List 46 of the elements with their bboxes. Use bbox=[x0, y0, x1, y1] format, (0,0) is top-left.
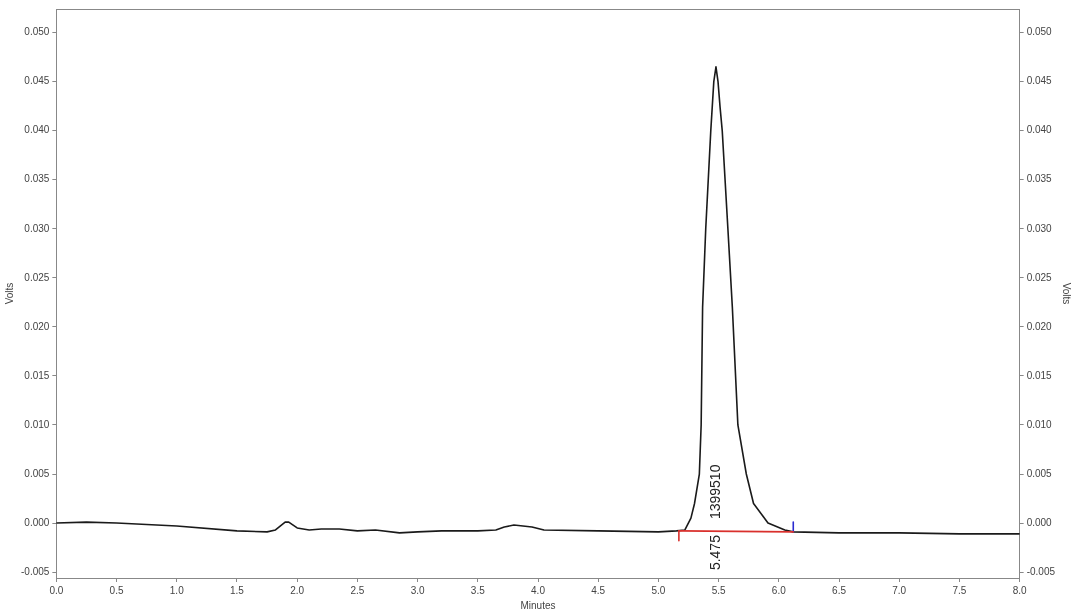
y2-tick-label: 0.015 bbox=[1026, 369, 1053, 381]
y-tick-label: 0.020 bbox=[24, 320, 50, 332]
annotation: 1399510 bbox=[706, 464, 723, 520]
x-tick-label: 8.0 bbox=[1012, 584, 1028, 596]
x-tick-label: 0.5 bbox=[109, 584, 124, 596]
y2-tick-label: 0.010 bbox=[1026, 418, 1053, 430]
x-tick-label: 1.0 bbox=[169, 584, 185, 596]
y2-tick-label: 0.050 bbox=[1026, 26, 1053, 38]
y2-tick-label: 0.035 bbox=[1026, 173, 1053, 185]
x-tick-label: 4.0 bbox=[531, 584, 546, 596]
x-tick-label: 6.5 bbox=[832, 584, 847, 596]
x-tick-label: 6.0 bbox=[771, 584, 787, 596]
x-tick-label: 4.5 bbox=[591, 584, 606, 596]
y-tick-label: 0.010 bbox=[24, 418, 50, 430]
annotation: 5.475 bbox=[706, 534, 723, 571]
x-tick-label: 5.5 bbox=[711, 584, 726, 596]
x-tick-label: 2.0 bbox=[290, 584, 305, 596]
x-tick-label: 7.5 bbox=[952, 584, 967, 596]
y2-tick-label: 0.000 bbox=[1026, 516, 1053, 528]
y-axis-title: Volts bbox=[3, 282, 15, 305]
x-tick-label: 7.0 bbox=[892, 584, 907, 596]
x-tick-label: 1.5 bbox=[230, 584, 245, 596]
y-tick-label: 0.035 bbox=[24, 173, 50, 185]
y2-tick-label: -0.005 bbox=[1026, 565, 1056, 577]
x-tick-label: 0.0 bbox=[49, 584, 64, 596]
y2-tick-label: 0.045 bbox=[1026, 75, 1053, 87]
y2-tick-label: 0.005 bbox=[1026, 467, 1053, 479]
y-tick-label: -0.005 bbox=[21, 565, 50, 577]
y-tick-label: 0.015 bbox=[24, 369, 50, 381]
y-tick-label: 0.040 bbox=[24, 124, 50, 136]
x-tick-label: 5.0 bbox=[651, 584, 666, 596]
y2-axis-title: Volts bbox=[1061, 282, 1073, 305]
x-tick-label: 3.0 bbox=[410, 584, 425, 596]
y2-tick-label: 0.030 bbox=[1026, 222, 1053, 234]
y-tick-label: 0.045 bbox=[24, 75, 50, 87]
x-tick-label: 2.5 bbox=[350, 584, 365, 596]
y2-tick-label: 0.025 bbox=[1026, 271, 1053, 283]
y2-tick-label: 0.040 bbox=[1026, 124, 1053, 136]
y-tick-label: 0.000 bbox=[24, 516, 50, 528]
y2-tick-label: 0.020 bbox=[1026, 320, 1053, 332]
y-tick-label: 0.025 bbox=[24, 271, 50, 283]
x-tick-label: 3.5 bbox=[470, 584, 486, 596]
y-tick-label: 0.030 bbox=[24, 222, 50, 234]
x-axis-title: Minutes bbox=[520, 599, 556, 611]
y-tick-label: 0.050 bbox=[24, 26, 50, 38]
y-tick-label: 0.005 bbox=[24, 467, 50, 479]
